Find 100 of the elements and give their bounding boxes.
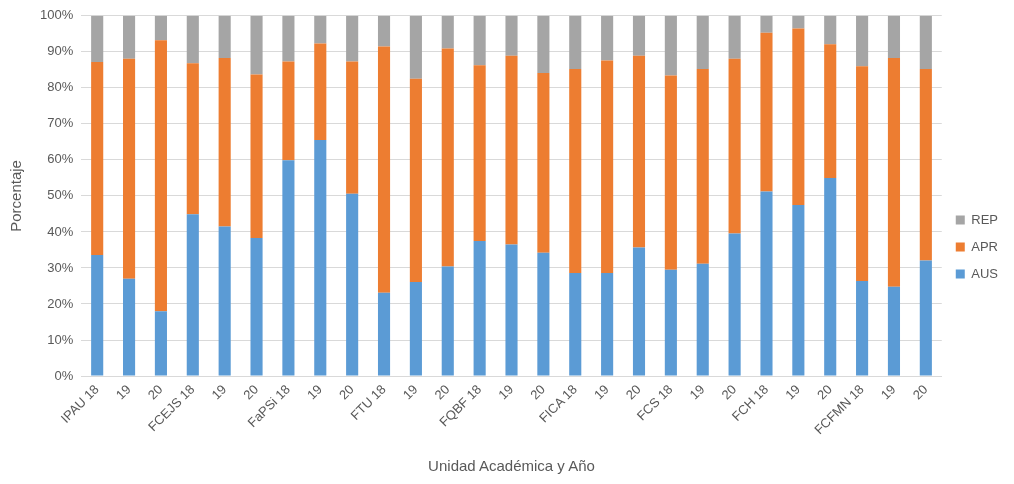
- bar: [537, 15, 550, 74]
- bar: [919, 15, 932, 70]
- y-tick-label: 80%: [47, 79, 74, 95]
- bar: [856, 280, 869, 376]
- bar: [664, 15, 677, 76]
- bar: [218, 226, 231, 376]
- bar: [919, 69, 932, 261]
- bar: [314, 140, 327, 376]
- x-tick-label: 19: [877, 381, 899, 403]
- bar: [569, 273, 582, 376]
- bar: [696, 15, 709, 70]
- bar: [186, 15, 199, 64]
- y-tick-label: 70%: [47, 115, 74, 131]
- x-tick-label: 20: [622, 381, 644, 403]
- bar: [218, 57, 231, 227]
- bar: [856, 15, 869, 67]
- bar: [760, 15, 773, 33]
- bar: [887, 286, 901, 376]
- y-tick-label: 60%: [47, 151, 74, 167]
- bar: [123, 15, 136, 59]
- bar: [824, 44, 837, 178]
- bar: [409, 282, 422, 376]
- x-tick-label: 19: [495, 381, 517, 403]
- bar: [696, 263, 709, 376]
- bar: [282, 61, 295, 161]
- bar: [409, 15, 422, 79]
- bar: [154, 15, 167, 41]
- x-tick-label: 19: [304, 381, 325, 403]
- bar: [473, 240, 486, 376]
- bar: [728, 233, 741, 376]
- bar: [186, 214, 199, 376]
- x-tick-label: 20: [527, 381, 549, 403]
- bar: [377, 292, 391, 376]
- bar: [473, 65, 486, 241]
- y-tick-label: 0%: [54, 367, 74, 383]
- bar: [792, 15, 805, 29]
- bar: [282, 160, 295, 376]
- bar: [154, 311, 167, 376]
- bar: [505, 15, 518, 56]
- bar: [569, 69, 582, 273]
- bar: [856, 66, 869, 281]
- bar: [314, 15, 327, 44]
- y-tick-label: 50%: [47, 187, 74, 203]
- bar: [696, 69, 709, 264]
- bar: [569, 15, 582, 70]
- bar: [537, 73, 550, 253]
- bar: [728, 15, 741, 59]
- bar: [824, 177, 837, 376]
- legend-label: AUS: [971, 265, 999, 281]
- bar: [632, 55, 646, 248]
- bar: [377, 15, 391, 47]
- y-tick-label: 100%: [40, 7, 74, 23]
- bar: [377, 46, 391, 293]
- bar: [473, 15, 486, 66]
- bar: [441, 15, 454, 49]
- bar: [91, 61, 104, 255]
- bar: [919, 260, 932, 376]
- bar: [314, 43, 327, 141]
- bar: [632, 247, 646, 376]
- y-tick-label: 10%: [47, 331, 74, 347]
- bar: [632, 15, 646, 56]
- bar: [760, 32, 773, 192]
- bar: [792, 28, 805, 205]
- x-tick-label: 19: [686, 381, 708, 403]
- x-tick-label: 20: [144, 381, 166, 403]
- bar: [664, 75, 677, 270]
- bar: [792, 204, 805, 376]
- x-tick-label: 19: [399, 381, 421, 403]
- bar: [537, 252, 550, 376]
- bar: [186, 63, 199, 215]
- bar: [346, 193, 359, 376]
- y-axis-title: Porcentaje: [7, 160, 25, 232]
- bar: [346, 15, 359, 62]
- bar: [346, 61, 359, 194]
- bar: [760, 191, 773, 376]
- bar: [887, 15, 901, 58]
- bar: [218, 15, 231, 58]
- bar: [601, 15, 614, 61]
- legend-label: APR: [971, 238, 998, 254]
- y-tick-label: 90%: [47, 43, 74, 59]
- bar: [250, 15, 263, 75]
- y-tick-label: 20%: [47, 295, 74, 311]
- x-tick-label: 19: [782, 381, 803, 403]
- bar: [664, 269, 677, 376]
- x-tick-label: 19: [590, 381, 612, 403]
- x-tick-label: 20: [909, 381, 931, 403]
- y-tick-label: 40%: [47, 223, 74, 239]
- bar: [409, 78, 422, 283]
- x-axis-title: Unidad Académica y Año: [428, 457, 595, 475]
- bar: [824, 15, 837, 45]
- bar: [123, 58, 136, 279]
- bar: [91, 15, 104, 62]
- bar: [505, 55, 518, 245]
- bar: [441, 48, 454, 267]
- bar: [601, 60, 614, 273]
- x-tick-label: 19: [112, 381, 134, 403]
- bar: [282, 15, 295, 62]
- bar: [728, 58, 741, 234]
- bar: [505, 244, 518, 376]
- bar: [154, 40, 167, 312]
